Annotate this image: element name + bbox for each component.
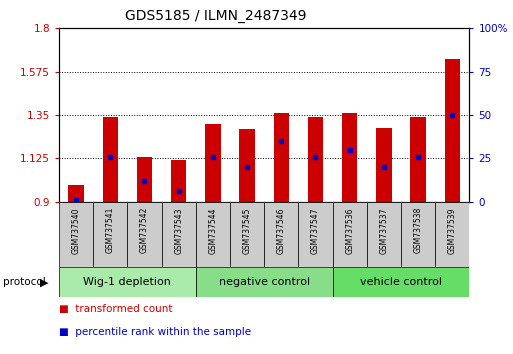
Bar (299, 202, 332, 267)
Text: GSM737542: GSM737542 (140, 207, 149, 253)
Bar (332, 202, 367, 267)
Bar (137, 158, 152, 202)
Text: GSM737543: GSM737543 (174, 207, 183, 253)
Bar (230, 202, 264, 267)
Text: ■  percentile rank within the sample: ■ percentile rank within the sample (59, 327, 251, 337)
Bar (171, 160, 186, 202)
Text: GSM737536: GSM737536 (345, 207, 354, 253)
Text: GSM737544: GSM737544 (208, 207, 218, 253)
Bar (162, 202, 196, 267)
Text: vehicle control: vehicle control (360, 277, 442, 287)
Bar (205, 124, 221, 202)
Text: GSM737541: GSM737541 (106, 207, 115, 253)
Bar (68, 185, 84, 202)
Bar (59, 267, 196, 297)
Bar (103, 117, 118, 202)
Bar (196, 202, 230, 267)
Bar (196, 267, 332, 297)
Text: GSM737538: GSM737538 (413, 207, 423, 253)
Text: GSM737537: GSM737537 (380, 207, 388, 253)
Bar (435, 202, 469, 267)
Bar (410, 117, 426, 202)
Bar (367, 202, 401, 267)
Text: GSM737539: GSM737539 (448, 207, 457, 253)
Text: ▶: ▶ (40, 277, 49, 287)
Bar (59, 202, 93, 267)
Bar (342, 113, 358, 202)
Text: GSM737546: GSM737546 (277, 207, 286, 253)
Bar (93, 202, 127, 267)
Bar (445, 59, 460, 202)
Text: ■  transformed count: ■ transformed count (59, 304, 172, 314)
Bar (240, 129, 255, 202)
Text: GSM737545: GSM737545 (243, 207, 251, 253)
Bar (127, 202, 162, 267)
Bar (401, 202, 435, 267)
Text: GSM737540: GSM737540 (72, 207, 81, 253)
Bar (308, 117, 323, 202)
Text: GDS5185 / ILMN_2487349: GDS5185 / ILMN_2487349 (125, 9, 306, 23)
Bar (264, 202, 299, 267)
Bar (332, 267, 469, 297)
Text: Wig-1 depletion: Wig-1 depletion (84, 277, 171, 287)
Text: negative control: negative control (219, 277, 310, 287)
Bar (273, 113, 289, 202)
Bar (376, 127, 391, 202)
Text: protocol: protocol (3, 277, 45, 287)
Text: GSM737547: GSM737547 (311, 207, 320, 253)
